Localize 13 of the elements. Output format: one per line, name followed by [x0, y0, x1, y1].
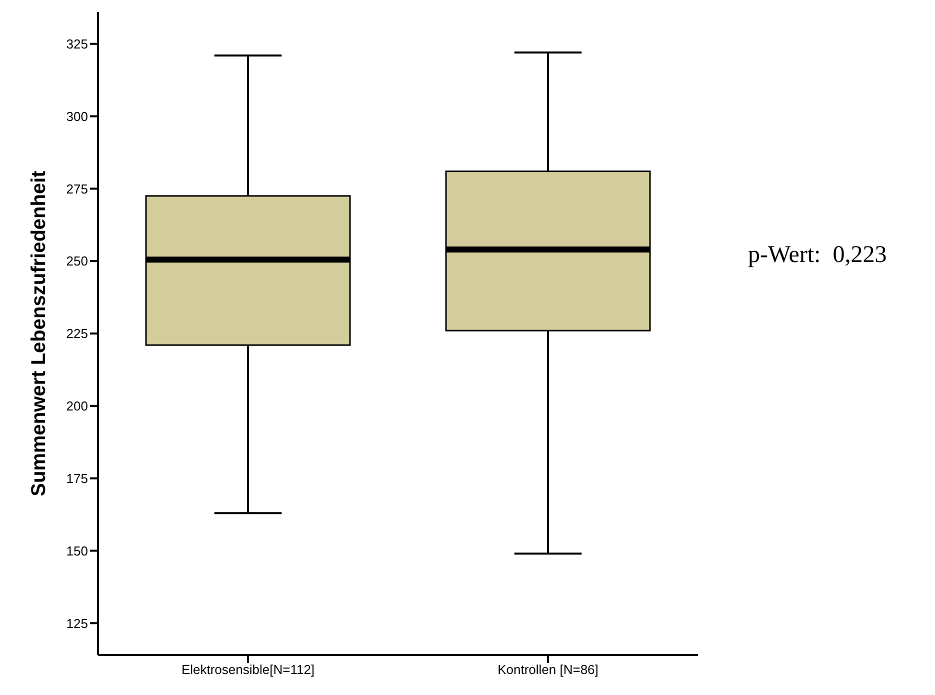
y-tick-label: 225 — [66, 326, 88, 342]
text: p-Wert: 0,223 — [748, 242, 887, 269]
y-tick-label: 175 — [66, 470, 88, 486]
x-tick-label: Kontrollen [N=86] — [498, 662, 598, 678]
y-tick-label: 300 — [66, 108, 88, 124]
y-tick-label: 200 — [66, 398, 88, 414]
y-tick-label: 125 — [66, 616, 88, 631]
y-tick-label: 250 — [66, 254, 88, 269]
y-tick-label: 275 — [66, 181, 88, 196]
y-axis-title: Summenwert Lebenszufriedenheit — [28, 170, 50, 496]
y-tick-label: 325 — [66, 36, 88, 52]
x-tick-label: Elektrosensible[N=112] — [181, 662, 315, 678]
y-tick-label: 150 — [66, 543, 88, 558]
